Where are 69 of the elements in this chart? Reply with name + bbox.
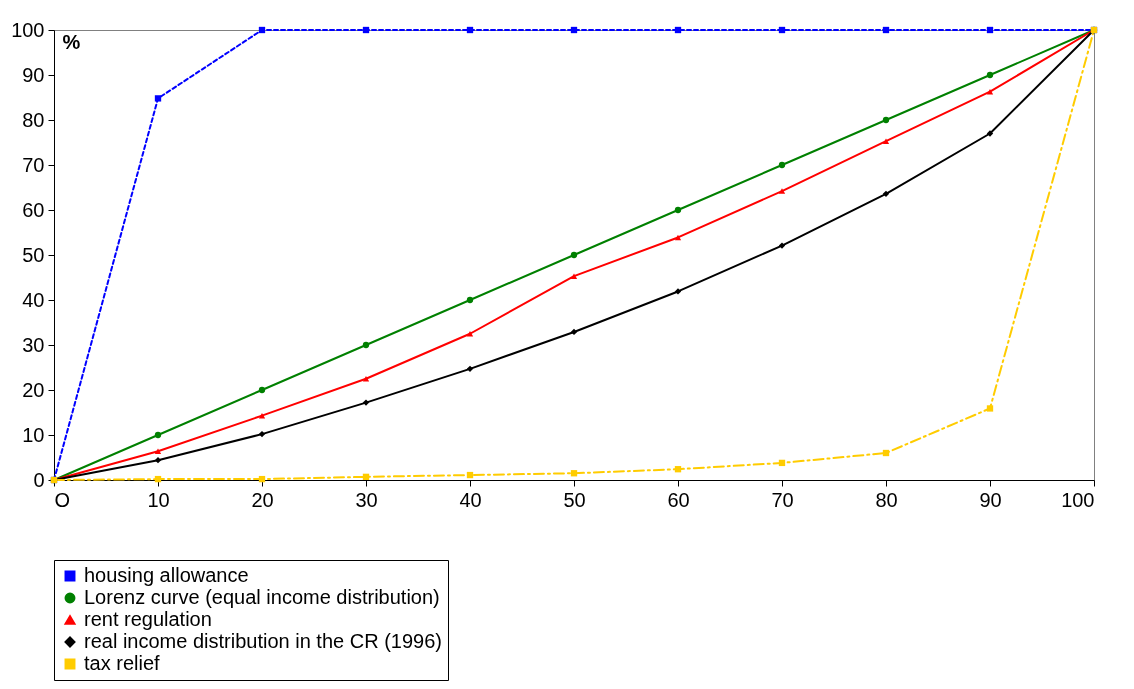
point — [570, 251, 578, 259]
x-tick-label: 50 — [563, 488, 586, 511]
point — [882, 190, 890, 197]
point — [882, 116, 890, 124]
x-tick-label: 70 — [771, 488, 794, 511]
y-tick-label: 0 — [33, 468, 45, 491]
y-tick-label: 50 — [22, 243, 45, 266]
point — [258, 26, 266, 34]
legend-label: real income distribution in the CR (1996) — [84, 630, 442, 652]
x-tick-label: 90 — [979, 488, 1002, 511]
x-tick-label: 40 — [459, 488, 482, 511]
point — [778, 242, 786, 249]
point — [882, 138, 890, 144]
y-tick-label: 70 — [22, 153, 45, 176]
point — [570, 328, 578, 336]
x-tick-label: 100 — [1061, 488, 1095, 511]
point — [258, 430, 266, 438]
point — [362, 26, 370, 34]
point — [362, 473, 370, 481]
point — [154, 457, 162, 464]
point — [778, 26, 786, 34]
point — [986, 130, 994, 137]
point — [154, 448, 162, 454]
point — [570, 273, 578, 279]
point — [570, 26, 578, 34]
x-tick-label: 60 — [667, 488, 690, 511]
point — [986, 405, 994, 412]
legend-label: Lorenz curve (equal income distribution) — [84, 586, 440, 608]
y-tick-label: 10 — [22, 423, 45, 446]
point — [986, 26, 994, 34]
point — [882, 26, 890, 34]
point — [674, 466, 682, 473]
point — [778, 188, 786, 194]
legend-label: tax relief — [84, 652, 161, 674]
point — [466, 26, 474, 34]
legend-label: housing allowance — [84, 564, 249, 586]
point — [466, 471, 474, 479]
x-tick-label: 30 — [355, 488, 378, 511]
y-tick-label: 80 — [22, 108, 45, 131]
point — [154, 431, 162, 439]
point — [674, 26, 682, 34]
point — [362, 399, 370, 406]
y-tick-label: 100 — [11, 18, 45, 41]
point — [258, 386, 266, 394]
y-tick-label: 30 — [22, 333, 45, 356]
point — [674, 288, 682, 295]
x-tick-label: 20 — [251, 488, 274, 511]
point — [986, 71, 994, 79]
y-axis-title: % — [62, 30, 81, 53]
point — [674, 234, 682, 241]
point — [362, 341, 370, 349]
point — [674, 206, 682, 214]
point — [154, 95, 162, 102]
point — [466, 365, 474, 373]
point — [466, 296, 474, 304]
point — [154, 475, 162, 483]
point — [258, 475, 266, 483]
point — [882, 449, 890, 457]
x-tick-label: O — [54, 488, 71, 511]
x-tick-label: 80 — [875, 488, 898, 511]
y-tick-label: 40 — [22, 288, 45, 311]
y-tick-label: 20 — [22, 378, 45, 401]
y-tick-label: 60 — [22, 198, 45, 221]
point — [570, 470, 578, 477]
point — [778, 459, 786, 467]
point — [778, 161, 786, 169]
y-tick-label: 90 — [22, 63, 45, 86]
legend-label: rent regulation — [84, 608, 212, 630]
x-tick-label: 10 — [147, 488, 170, 511]
